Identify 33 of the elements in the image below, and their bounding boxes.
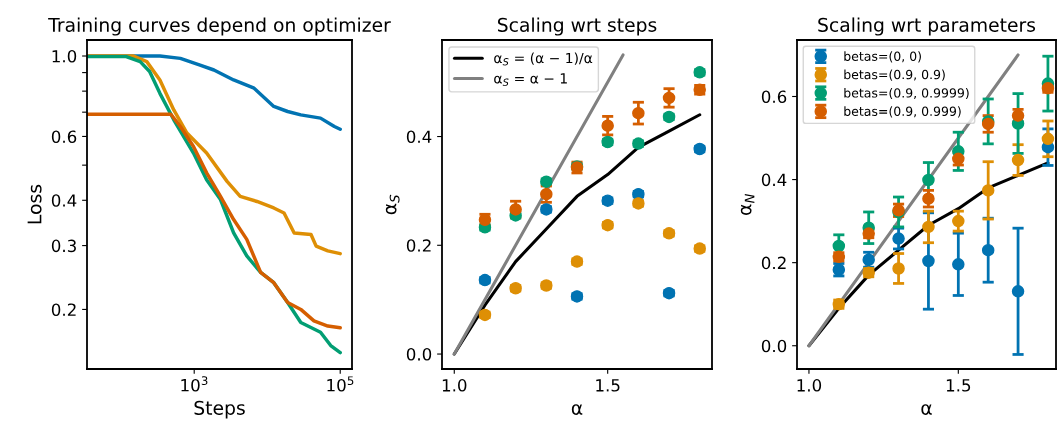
y-tick-label: 0.6 <box>51 130 77 144</box>
x-axis-title: α <box>571 404 583 415</box>
chart-title: Scaling wrt steps <box>497 17 657 36</box>
y-axis-title: α$_{N}$ <box>740 193 755 215</box>
legend-label: α$_{S}$ = α − 1 <box>494 73 567 86</box>
y-tick-label: 0.0 <box>761 339 787 353</box>
x-axis-title: Steps <box>194 400 245 419</box>
legend-label: α$_{S}$ = (α − 1)/α <box>494 52 593 66</box>
y-tick-label: 0.6 <box>761 90 787 104</box>
x-tick-label: 1.5 <box>596 379 620 392</box>
y-tick-label: 1.0 <box>52 49 77 63</box>
y-tick-label: 0.0 <box>406 348 432 361</box>
legend-label: betas=(0, 0) <box>844 51 921 63</box>
legend-label: betas=(0.9, 0.999) <box>844 106 961 118</box>
x-tick-label: 1.0 <box>797 379 822 392</box>
y-axis-title: Loss <box>27 184 42 224</box>
x-tick-label: 1.5 <box>946 379 971 392</box>
y-tick-label: 0.4 <box>761 173 787 187</box>
y-tick-label: 0.4 <box>51 194 77 207</box>
x-tick-label: 1.0 <box>442 379 467 392</box>
y-axis-title: α$_{S}$ <box>385 194 400 215</box>
legend-label: betas=(0.9, 0.9) <box>844 69 945 81</box>
chart-title: Training curves depend on optimizer <box>48 17 391 36</box>
chart-title: Scaling wrt parameters <box>818 17 1036 36</box>
x-tick-label: 10$^{3}$ <box>181 376 208 392</box>
y-tick-label: 0.2 <box>406 239 431 252</box>
legend-label: betas=(0.9, 0.9999) <box>844 87 969 100</box>
y-tick-label: 0.2 <box>51 303 76 316</box>
y-tick-label: 0.4 <box>406 130 432 144</box>
x-tick-label: 10$^{5}$ <box>327 376 354 392</box>
y-tick-label: 0.3 <box>51 239 76 253</box>
y-tick-label: 0.2 <box>761 256 786 270</box>
x-axis-title: α <box>921 404 932 415</box>
